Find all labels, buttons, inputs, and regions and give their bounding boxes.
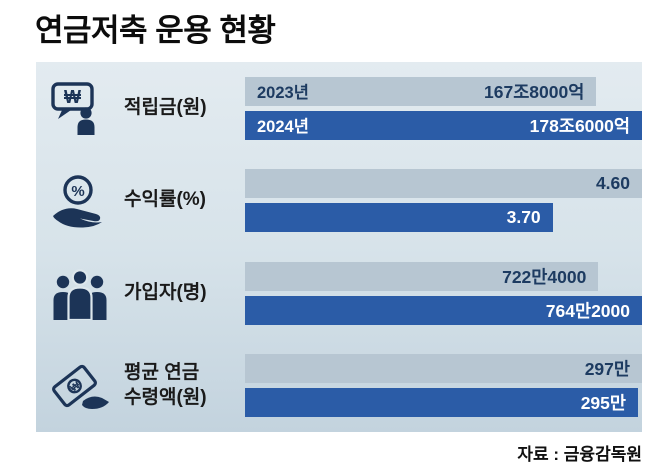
bar-yield-2023: 4.60 (245, 169, 642, 199)
row-label-avg-payout: 평균 연금 수령액(원) (124, 362, 207, 408)
bar-avg-payout-2023: 297만 (245, 354, 642, 384)
bar-subscribers-2024: 764만2000 (245, 295, 642, 325)
bar-group-subscribers: 722만4000 764만2000 (245, 261, 642, 325)
bar-value-label: 764만2000 (545, 300, 630, 321)
source-credit: 자료 : 금융감독원 (517, 445, 642, 464)
bar-value-label: 297만 (584, 359, 630, 380)
row-header-deposit: ₩ 적립금(원) (36, 81, 245, 136)
chart-title: 연금저축 운용 현황 (35, 13, 276, 48)
people-group-icon (36, 266, 124, 321)
row-label-yield: 수익률(%) (124, 189, 206, 211)
chart-row-deposit: ₩ 적립금(원) 2023년 167조8000억 2024년 178조6000억 (36, 62, 642, 155)
chart-panel: ₩ 적립금(원) 2023년 167조8000억 2024년 178조6000억 (36, 62, 642, 432)
bar-value-label: 3.70 (506, 207, 541, 228)
bar-group-deposit: 2023년 167조8000억 2024년 178조6000억 (245, 76, 642, 140)
svg-text:%: % (71, 183, 84, 200)
bar-value-label: 295만 (580, 393, 627, 414)
row-header-avg-payout: ₩ 평균 연금 수령액(원) (36, 359, 245, 413)
bar-group-avg-payout: 297만 295만 (245, 354, 642, 418)
bar-value-label: 167조8000억 (484, 81, 585, 102)
bar-avg-payout-2024: 295만 (245, 388, 639, 418)
row-label-deposit: 적립금(원) (124, 96, 207, 118)
bar-value-label: 722만4000 (502, 266, 587, 287)
bar-series-label: 2024년 (257, 118, 309, 137)
chart-row-subscribers: 가입자(명) 722만4000 764만2000 (36, 247, 642, 340)
bar-subscribers-2023: 722만4000 (245, 261, 599, 291)
bar-series-label: 2023년 (257, 84, 309, 103)
bar-deposit-2024: 2024년 178조6000억 (245, 110, 642, 140)
svg-text:₩: ₩ (64, 87, 81, 107)
won-speech-bubble-icon: ₩ (36, 81, 124, 136)
row-header-yield: % 수익률(%) (36, 174, 245, 228)
bar-yield-2024: 3.70 (245, 203, 553, 233)
bar-value-label: 178조6000억 (529, 115, 630, 136)
bar-deposit-2023: 2023년 167조8000억 (245, 76, 597, 106)
bar-value-label: 4.60 (595, 173, 630, 194)
row-header-subscribers: 가입자(명) (36, 266, 245, 321)
money-hand-icon: ₩ (36, 359, 124, 413)
percent-hand-icon: % (36, 174, 124, 228)
chart-row-avg-payout: ₩ 평균 연금 수령액(원) 297만 295만 (36, 340, 642, 433)
row-label-subscribers: 가입자(명) (124, 281, 207, 303)
chart-row-yield: % 수익률(%) 4.60 3.70 (36, 155, 642, 248)
bar-group-yield: 4.60 3.70 (245, 169, 642, 233)
